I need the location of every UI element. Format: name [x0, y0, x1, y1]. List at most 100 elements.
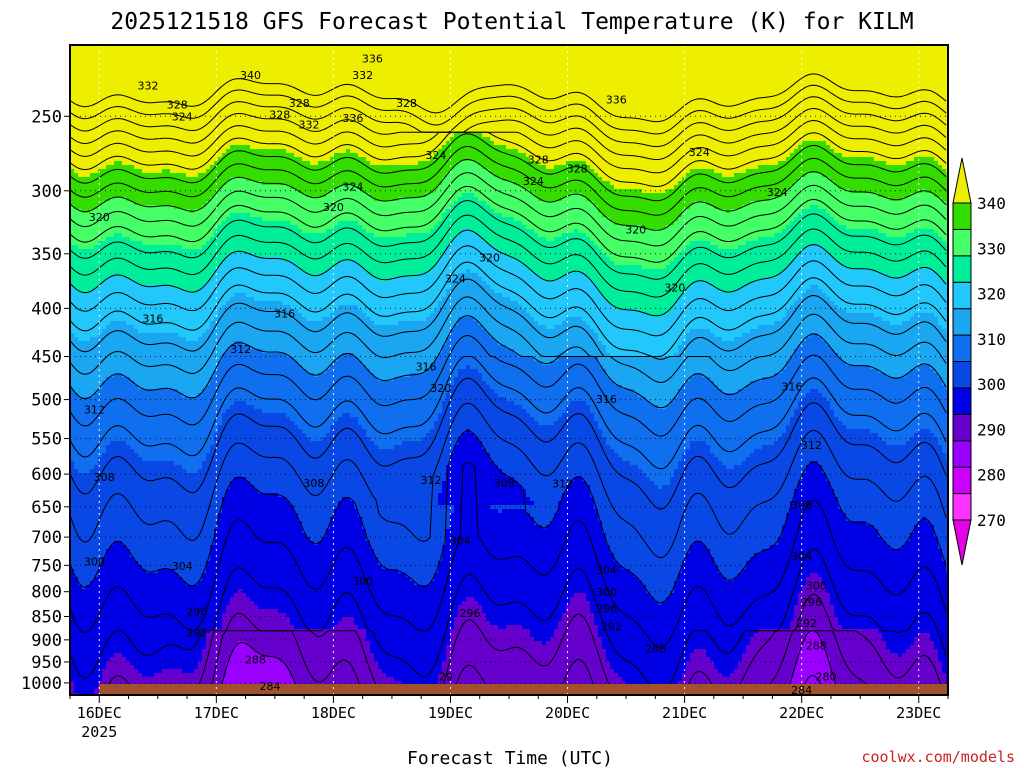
band-cell — [134, 221, 139, 226]
band-cell — [86, 81, 91, 86]
band-cell — [186, 93, 191, 98]
band-cell — [98, 593, 103, 598]
band-cell — [166, 449, 171, 454]
band-cell — [122, 649, 127, 654]
band-cell — [138, 549, 143, 554]
band-cell — [102, 457, 107, 462]
band-cell — [138, 629, 143, 634]
band-cell — [166, 281, 171, 286]
band-cell — [82, 517, 87, 522]
band-cell — [126, 469, 131, 474]
band-cell — [178, 421, 183, 426]
band-cell — [146, 665, 151, 670]
band-cell — [150, 453, 155, 458]
band-cell — [126, 381, 131, 386]
band-cell — [166, 625, 171, 630]
band-cell — [114, 649, 119, 654]
band-cell — [86, 161, 91, 166]
band-cell — [186, 265, 191, 270]
band-cell — [166, 585, 171, 590]
band-cell — [166, 549, 171, 554]
band-cell — [130, 49, 135, 54]
band-cell — [146, 149, 151, 154]
band-cell — [78, 113, 83, 118]
band-cell — [158, 261, 163, 266]
band-cell — [190, 357, 195, 362]
band-cell — [126, 493, 131, 498]
band-cell — [82, 317, 87, 322]
band-cell — [138, 169, 143, 174]
band-cell — [162, 553, 167, 558]
band-cell — [174, 637, 179, 642]
band-cell — [154, 449, 159, 454]
band-cell — [182, 229, 187, 234]
band-cell — [146, 65, 151, 70]
band-cell — [82, 145, 87, 150]
band-cell — [190, 385, 195, 390]
band-cell — [94, 313, 99, 318]
band-cell — [154, 305, 159, 310]
band-cell — [166, 209, 171, 214]
band-cell — [126, 425, 131, 430]
band-cell — [102, 149, 107, 154]
band-cell — [114, 405, 119, 410]
band-cell — [150, 601, 155, 606]
band-cell — [162, 433, 167, 438]
band-cell — [102, 573, 107, 578]
band-cell — [82, 281, 87, 286]
band-cell — [98, 349, 103, 354]
band-cell — [110, 145, 115, 150]
band-cell — [162, 409, 167, 414]
band-cell — [74, 73, 79, 78]
band-cell — [158, 121, 163, 126]
band-cell — [114, 461, 119, 466]
band-cell — [110, 461, 115, 466]
band-cell — [78, 377, 83, 382]
band-cell — [146, 497, 151, 502]
band-cell — [82, 269, 87, 274]
band-cell — [74, 405, 79, 410]
band-cell — [178, 465, 183, 470]
band-cell — [94, 61, 99, 66]
band-cell — [178, 265, 183, 270]
band-cell — [90, 385, 95, 390]
band-cell — [110, 61, 115, 66]
band-cell — [78, 649, 83, 654]
band-cell — [174, 377, 179, 382]
band-cell — [178, 329, 183, 334]
band-cell — [122, 301, 127, 306]
band-cell — [134, 453, 139, 458]
band-cell — [146, 253, 151, 258]
band-cell — [154, 297, 159, 302]
band-cell — [150, 357, 155, 362]
band-cell — [138, 261, 143, 266]
band-cell — [102, 285, 107, 290]
band-cell — [98, 545, 103, 550]
band-cell — [106, 193, 111, 198]
band-cell — [138, 93, 143, 98]
band-cell — [150, 261, 155, 266]
band-cell — [102, 497, 107, 502]
band-cell — [138, 69, 143, 74]
band-cell — [142, 333, 147, 338]
band-cell — [134, 417, 139, 422]
band-cell — [94, 329, 99, 334]
band-cell — [174, 393, 179, 398]
band-cell — [166, 129, 171, 134]
band-cell — [190, 377, 195, 382]
band-cell — [78, 145, 83, 150]
band-cell — [134, 181, 139, 186]
band-cell — [158, 233, 163, 238]
band-cell — [186, 577, 191, 582]
band-cell — [98, 73, 103, 78]
band-cell — [182, 549, 187, 554]
band-cell — [174, 585, 179, 590]
band-cell — [114, 441, 119, 446]
band-cell — [154, 185, 159, 190]
band-cell — [166, 501, 171, 506]
band-cell — [162, 425, 167, 430]
band-cell — [170, 133, 175, 138]
band-cell — [82, 49, 87, 54]
band-cell — [110, 437, 115, 442]
band-cell — [134, 137, 139, 142]
